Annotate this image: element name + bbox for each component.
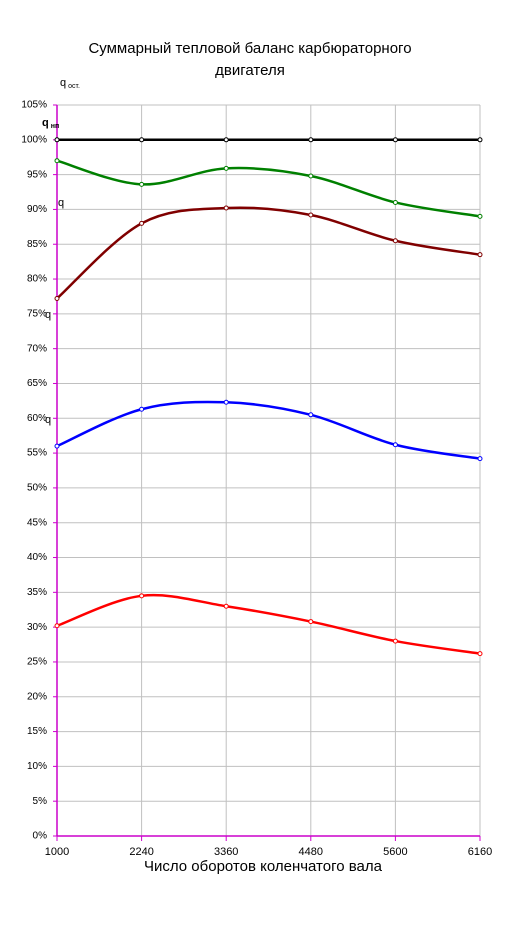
- annotation-text: q: [45, 414, 51, 426]
- point: [392, 238, 398, 244]
- y-tick-label: 15%: [27, 726, 47, 737]
- x-tick-label: 2240: [129, 846, 153, 858]
- y-tick-label: 90%: [27, 204, 47, 215]
- y-tick-label: 105%: [21, 100, 47, 111]
- y-tick-label: 20%: [27, 691, 47, 702]
- point: [54, 137, 60, 143]
- y-tick-label: 25%: [27, 657, 47, 668]
- annotation-text: q: [45, 309, 51, 321]
- point: [223, 603, 229, 609]
- x-tick-label: 6160: [468, 846, 492, 858]
- y-tick-label: 55%: [27, 448, 47, 459]
- point: [139, 137, 145, 143]
- y-tick-label: 80%: [27, 274, 47, 285]
- annotation-sub: нп: [51, 123, 59, 130]
- y-tick-label: 70%: [27, 343, 47, 354]
- x-axis-label: Число оборотов коленчатого вала: [144, 858, 383, 875]
- point: [223, 137, 229, 143]
- annotation: q нп: [42, 117, 59, 130]
- point: [392, 638, 398, 644]
- y-tick-label: 0%: [33, 831, 48, 842]
- point: [54, 296, 60, 302]
- y-tick-label: 75%: [27, 308, 47, 319]
- point: [54, 623, 60, 629]
- point: [308, 137, 314, 143]
- point: [477, 456, 483, 462]
- point: [223, 399, 229, 405]
- annotation: q: [45, 414, 51, 426]
- point: [308, 212, 314, 218]
- series-line: [56, 159, 481, 218]
- point: [139, 220, 145, 226]
- annotation: q: [45, 309, 51, 321]
- y-tick-label: 95%: [27, 169, 47, 180]
- x-tick-label: 4480: [299, 846, 323, 858]
- x-tick-label: 3360: [214, 846, 238, 858]
- y-tick-label: 100%: [21, 134, 47, 145]
- annotation-text: q: [60, 77, 66, 89]
- y-tick-label: 60%: [27, 413, 47, 424]
- y-tick-label: 10%: [27, 761, 47, 772]
- point: [477, 651, 483, 657]
- point: [392, 137, 398, 143]
- y-tick-label: 5%: [33, 796, 48, 807]
- point: [139, 181, 145, 187]
- y-tick-label: 35%: [27, 587, 47, 598]
- x-tick-label: 5600: [383, 846, 407, 858]
- annotation: q: [58, 197, 64, 209]
- point: [139, 406, 145, 412]
- point: [477, 213, 483, 219]
- series-line: [56, 593, 481, 655]
- y-tick-label: 50%: [27, 483, 47, 494]
- series-line: [56, 400, 481, 460]
- point: [139, 593, 145, 599]
- point: [477, 137, 483, 143]
- point: [54, 443, 60, 449]
- annotation: q ост.: [60, 77, 80, 90]
- y-tick-label: 65%: [27, 378, 47, 389]
- point: [477, 252, 483, 258]
- x-tick-label: 1000: [45, 846, 69, 858]
- y-tick-label: 40%: [27, 552, 47, 563]
- point: [223, 165, 229, 171]
- point: [392, 442, 398, 448]
- series-line: [56, 206, 481, 300]
- annotation-text: q: [42, 117, 49, 129]
- y-tick-label: 30%: [27, 622, 47, 633]
- y-tick-label: 45%: [27, 517, 47, 528]
- point: [308, 619, 314, 625]
- annotation-text: q: [58, 197, 64, 209]
- point: [308, 412, 314, 418]
- point: [223, 205, 229, 211]
- y-tick-label: 85%: [27, 239, 47, 250]
- point: [54, 158, 60, 164]
- chart-title: Суммарный тепловой баланс карбюраторного…: [88, 40, 412, 79]
- point: [392, 199, 398, 205]
- annotation-sub: ост.: [68, 83, 80, 90]
- point: [308, 173, 314, 179]
